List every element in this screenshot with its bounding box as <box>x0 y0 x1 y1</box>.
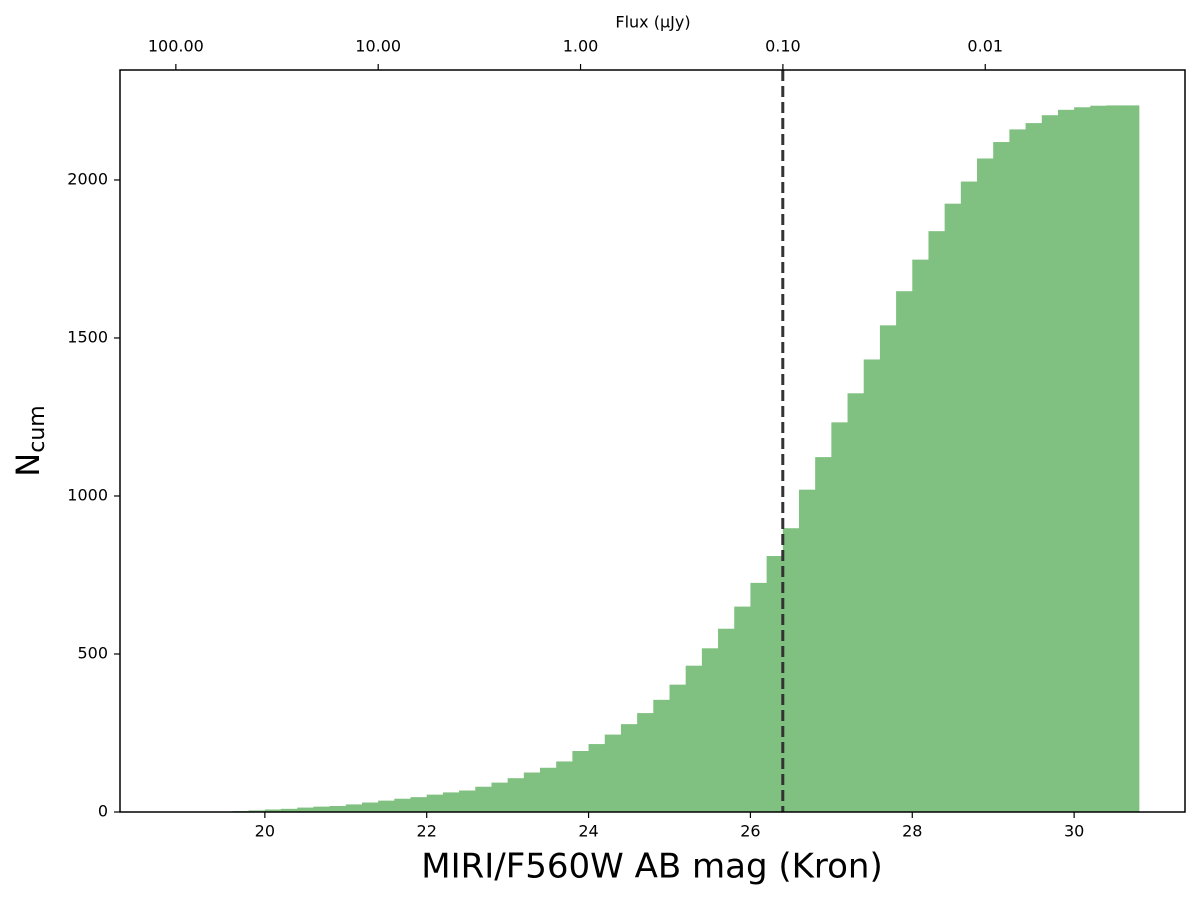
bar <box>831 422 849 812</box>
x-tick-label: 22 <box>417 822 437 841</box>
bar <box>248 810 266 812</box>
bar <box>491 782 509 812</box>
y-tick-label: 0 <box>98 802 108 821</box>
bar <box>572 751 590 812</box>
bar <box>879 325 897 812</box>
bar <box>264 809 282 812</box>
bar <box>1057 109 1075 812</box>
bar <box>782 528 800 812</box>
bar <box>540 767 557 812</box>
bar <box>815 457 832 812</box>
y-axis-label: Ncum <box>9 405 50 476</box>
bar <box>637 713 654 812</box>
bar <box>960 181 978 813</box>
x2-tick-label: 10.00 <box>355 37 401 56</box>
bar <box>653 699 670 812</box>
bar <box>1090 105 1108 813</box>
x-tick-label: 24 <box>578 822 598 841</box>
bar <box>442 792 460 812</box>
bar <box>798 489 816 812</box>
bar <box>297 807 314 812</box>
x2-axis-label: Flux (μJy) <box>615 13 690 32</box>
plot-frame <box>119 69 1186 813</box>
bar <box>378 800 395 812</box>
bar <box>912 259 929 813</box>
x-tick-label: 20 <box>255 822 275 841</box>
bar <box>361 802 379 812</box>
bar <box>1074 107 1091 812</box>
bar <box>928 231 946 813</box>
bar <box>604 734 622 812</box>
bar <box>1025 123 1043 813</box>
x2-tick-label: 0.01 <box>967 37 1003 56</box>
y-tick-label: 1500 <box>67 327 108 346</box>
y-tick-label: 2000 <box>67 169 108 188</box>
bar <box>701 648 719 812</box>
x-axis-label: MIRI/F560W AB mag (Kron) <box>421 847 883 887</box>
bar <box>1122 105 1140 812</box>
bar <box>523 772 541 812</box>
bar <box>977 158 994 812</box>
bar <box>329 805 347 812</box>
bar <box>734 606 751 812</box>
bar <box>345 804 363 812</box>
bar <box>1106 105 1124 812</box>
bar <box>1041 115 1059 813</box>
bar <box>556 761 573 812</box>
x-tick-label: 30 <box>1064 822 1084 841</box>
y-label-main: N <box>9 453 47 477</box>
bar <box>863 359 881 812</box>
x-tick-label: 26 <box>740 822 760 841</box>
y-label-sub: cum <box>25 405 50 452</box>
bar <box>669 684 687 812</box>
bar <box>394 798 412 812</box>
bar <box>944 203 962 812</box>
bar <box>766 556 784 812</box>
bar <box>750 582 768 812</box>
bar <box>847 393 865 812</box>
x2-tick-label: 100.00 <box>148 37 204 56</box>
bar <box>281 808 298 812</box>
bar <box>426 794 444 812</box>
bar <box>896 291 913 812</box>
x-tick-label: 28 <box>902 822 922 841</box>
bar <box>718 628 735 812</box>
bar <box>313 806 331 812</box>
bar <box>620 724 638 812</box>
y-tick-label: 500 <box>77 643 108 662</box>
x2-tick-label: 1.00 <box>563 37 599 56</box>
bar <box>1009 129 1027 812</box>
bar <box>410 797 428 812</box>
bar <box>588 744 606 812</box>
bar <box>993 142 1010 813</box>
bar <box>459 790 476 812</box>
bar <box>475 786 492 812</box>
bar <box>685 665 703 812</box>
bar <box>507 778 525 812</box>
y-tick-label: 1000 <box>67 485 108 504</box>
x2-tick-label: 0.10 <box>765 37 801 56</box>
